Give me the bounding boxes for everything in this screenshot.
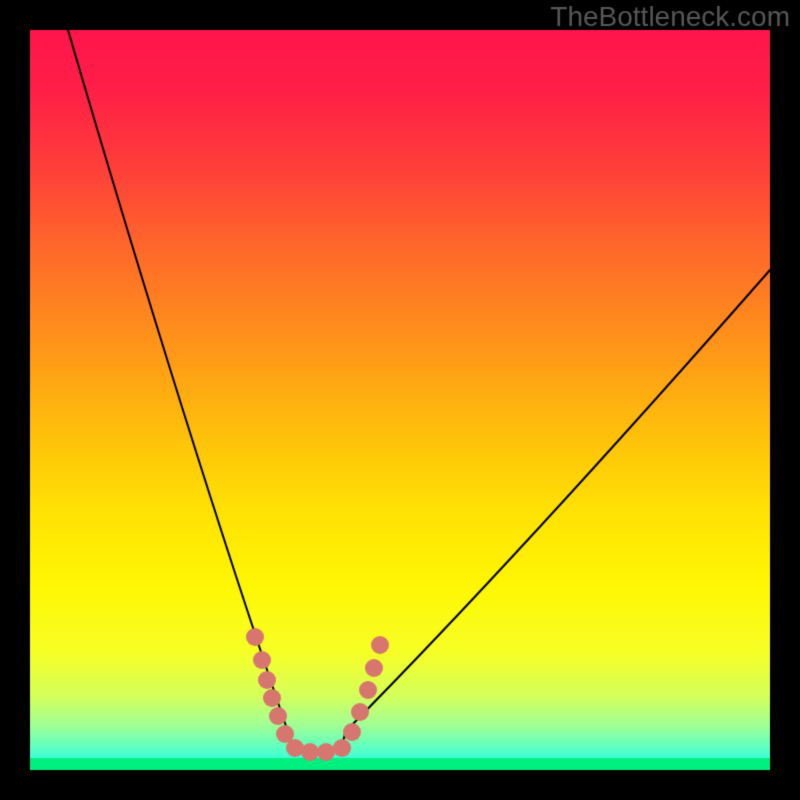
- bottleneck-chart: [0, 0, 800, 800]
